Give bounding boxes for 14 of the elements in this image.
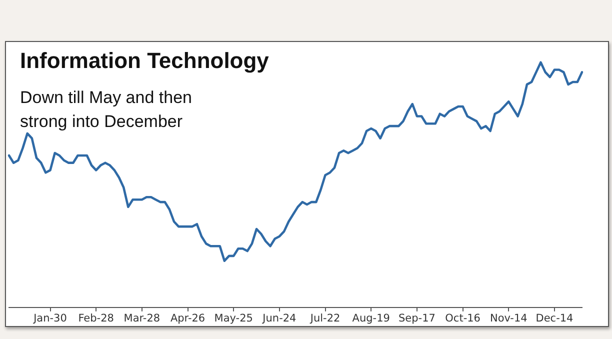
x-tick-label: Jun-24: [262, 312, 297, 324]
x-tick-label: Jan-30: [32, 312, 67, 324]
x-tick-label: Mar-28: [124, 312, 160, 324]
x-tick-label: Oct-16: [445, 312, 481, 324]
x-tick-label: Apr-26: [170, 312, 206, 324]
x-tick-label: May-25: [214, 312, 253, 324]
x-tick-label: Dec-14: [536, 312, 574, 324]
x-tick-label: Nov-14: [490, 312, 528, 324]
x-tick-label: Sep-17: [398, 312, 436, 324]
chart-title: Information Technology: [20, 48, 269, 74]
x-tick-label: Aug-19: [352, 312, 390, 324]
text: Down till May and then strong into December: [20, 87, 193, 133]
x-tick-label: Feb-28: [78, 312, 114, 324]
x-tick-label: Jul-22: [309, 312, 340, 324]
